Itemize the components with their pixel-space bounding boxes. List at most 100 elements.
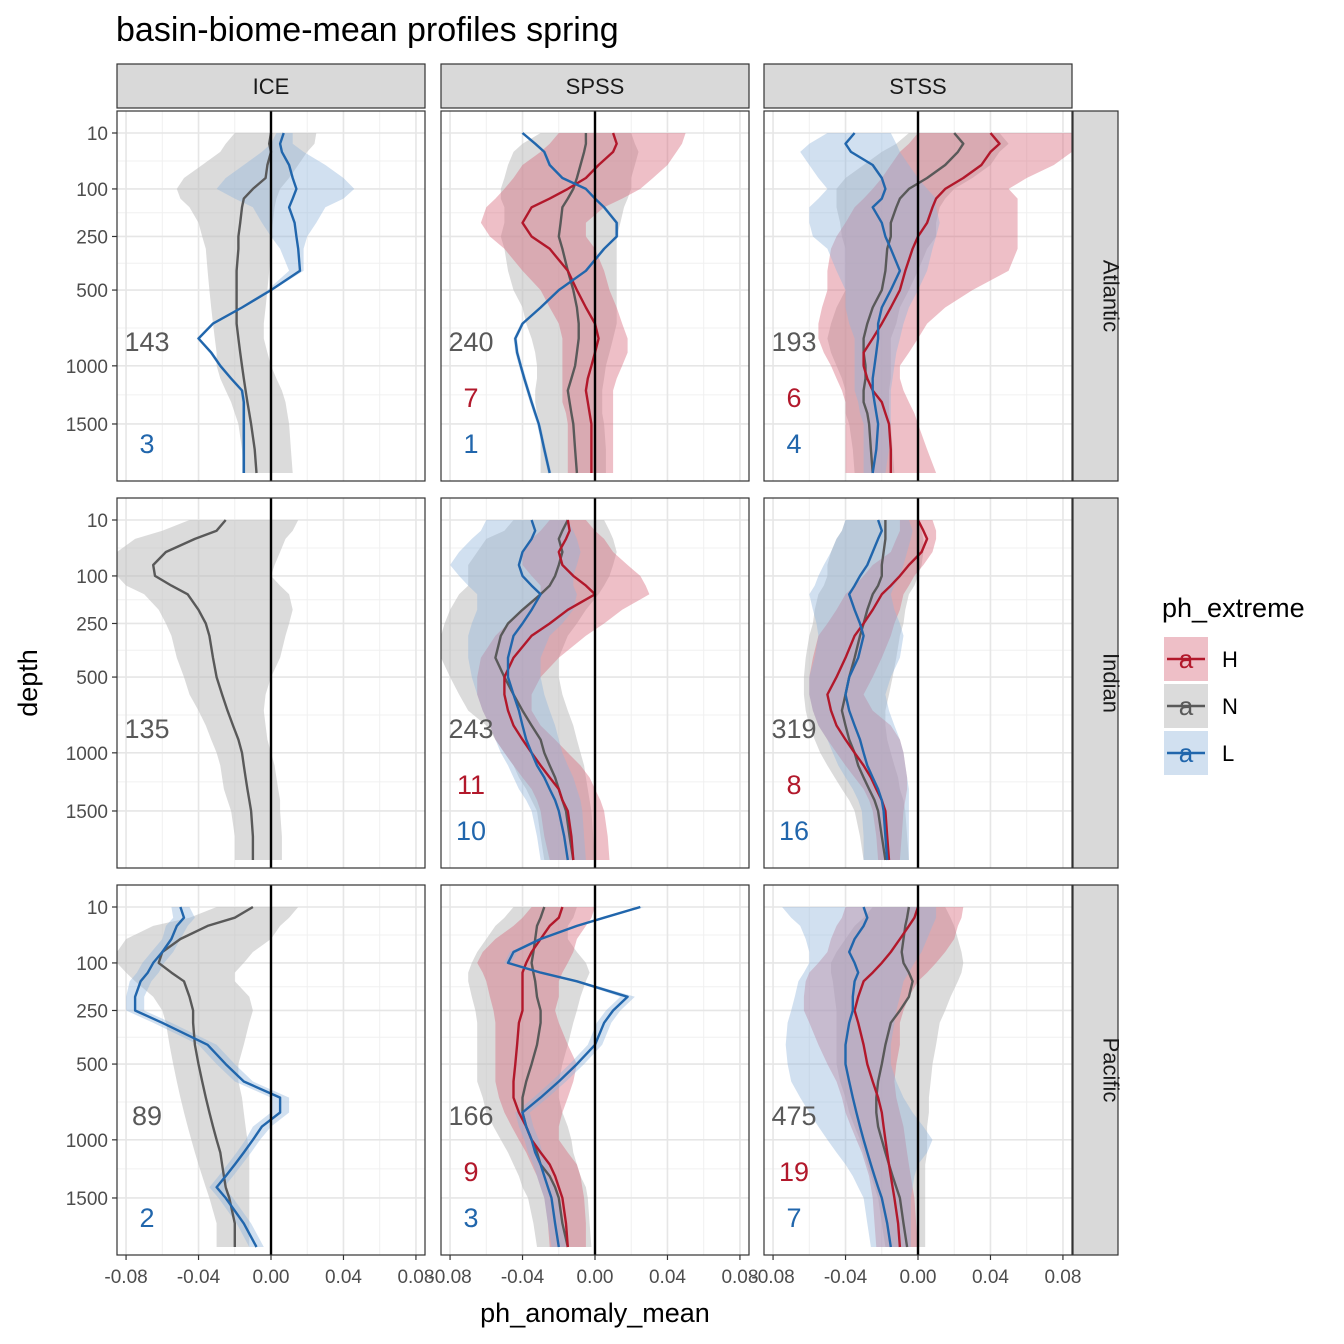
panel-plot-area — [480, 132, 686, 474]
panel-plot-area — [117, 519, 299, 860]
y-axis-title: depth — [13, 649, 43, 717]
ribbon-N — [468, 907, 592, 1247]
row-strip-label: Pacific — [1099, 1038, 1124, 1103]
mean-line-H — [512, 906, 569, 1248]
legend-key-glyph: a — [1179, 644, 1194, 674]
y-tick-label: 10 — [87, 511, 108, 532]
y-tick-label: 10 — [87, 898, 108, 919]
mean-line-L — [506, 905, 641, 1248]
mean-line-H — [503, 519, 597, 861]
sample-count-L: 1 — [463, 429, 478, 459]
panel-pacific-ice: 89 2 — [116, 884, 426, 1256]
panel-border — [116, 497, 426, 869]
row-strip: Atlantic — [1072, 110, 1124, 482]
legend-label-L: L — [1222, 741, 1234, 766]
panel-plot-area — [782, 906, 964, 1248]
y-axis: 10 100 250 500 1000 1500 — [66, 511, 117, 823]
x-axis: -0.08 -0.04 0.00 0.04 0.08 — [428, 1255, 758, 1288]
x-axis-title: ph_anomaly_mean — [480, 1298, 710, 1328]
ribbon-N — [117, 520, 299, 860]
x-axis: -0.08 -0.04 0.00 0.04 0.08 — [751, 1255, 1081, 1288]
column-strip-bg — [763, 63, 1073, 109]
sample-count-N: 135 — [124, 714, 169, 744]
ribbon-L — [782, 907, 937, 1247]
row-strip-label: Indian — [1099, 653, 1124, 713]
panel-plot-area — [803, 519, 937, 861]
ribbon-H — [803, 907, 964, 1247]
y-tick-label: 1500 — [66, 802, 108, 823]
panel-plot-area — [800, 132, 1072, 474]
sample-count-N: 89 — [132, 1101, 162, 1131]
panel-plot-area — [117, 905, 299, 1248]
x-axis: -0.08 -0.04 0.00 0.04 0.08 — [104, 1255, 434, 1288]
row-strip: Indian — [1072, 497, 1124, 869]
ribbon-L — [800, 133, 940, 473]
sample-count-L: 3 — [463, 1203, 478, 1233]
panel-border — [440, 497, 750, 869]
sample-count-L: 16 — [779, 816, 809, 846]
mean-line-N — [875, 906, 914, 1248]
panel-indian-ice: 135 — [116, 497, 426, 869]
sample-count-L: 3 — [139, 429, 154, 459]
mean-line-N — [557, 133, 588, 474]
mean-line-N — [862, 132, 965, 474]
mean-line-N — [151, 519, 255, 860]
panel-atlantic-ice: 143 3 — [116, 110, 426, 482]
sample-count-H: 7 — [463, 383, 478, 413]
column-strip-bg — [116, 63, 426, 109]
x-tick-label: -0.04 — [177, 1267, 221, 1288]
panel-border — [116, 110, 426, 482]
panel-pacific-stss: 475 19 7 — [763, 884, 1073, 1256]
x-tick-label: -0.08 — [104, 1267, 147, 1288]
sample-count-H: 6 — [786, 383, 801, 413]
sample-count-H: 11 — [457, 770, 485, 800]
sample-count-N: 475 — [771, 1101, 816, 1131]
sample-count-L: 10 — [456, 816, 486, 846]
column-strip: ICE — [116, 63, 426, 109]
sample-count-H: 8 — [786, 770, 801, 800]
mean-line-H — [521, 132, 618, 473]
ribbon-N — [803, 520, 924, 860]
mean-line-N — [521, 906, 569, 1248]
ribbon-N — [500, 133, 639, 473]
x-tick-label: -0.04 — [824, 1267, 868, 1288]
sample-count-L: 7 — [786, 1203, 801, 1233]
y-tick-label: 10 — [87, 124, 108, 145]
column-strip-bg — [440, 63, 750, 109]
legend: ph_extreme a Ha Na L — [1162, 593, 1305, 775]
mean-line-L — [844, 132, 902, 474]
sample-count-L: 2 — [139, 1203, 154, 1233]
panel-border — [440, 110, 750, 482]
panel-pacific-spss: 166 9 3 — [440, 884, 750, 1256]
x-tick-label: 0.00 — [253, 1267, 290, 1288]
y-tick-label: 500 — [76, 281, 108, 302]
ribbon-N — [831, 907, 964, 1247]
x-tick-label: 0.08 — [1044, 1267, 1081, 1288]
x-tick-label: -0.08 — [751, 1267, 794, 1288]
legend-label-H: H — [1222, 647, 1238, 672]
panel-border — [763, 497, 1073, 869]
sample-count-L: 4 — [786, 429, 801, 459]
sample-count-N: 243 — [448, 714, 493, 744]
sample-count-N: 319 — [771, 714, 816, 744]
y-tick-label: 1500 — [66, 1189, 108, 1210]
column-strip-label: ICE — [253, 74, 290, 99]
facet-grid: ICE SPSS STSSAtlanticIndianPacific14332407… — [66, 63, 1124, 1288]
mean-line-H — [853, 906, 920, 1248]
x-tick-label: 0.04 — [649, 1267, 686, 1288]
mean-line-L — [514, 132, 618, 474]
panel-indian-stss: 319 8 16 — [763, 497, 1073, 869]
x-tick-label: 0.04 — [325, 1267, 362, 1288]
ribbon-L — [196, 133, 355, 473]
x-tick-label: 0.04 — [972, 1267, 1009, 1288]
y-tick-label: 250 — [76, 1001, 108, 1022]
row-strip-bg — [1072, 110, 1119, 482]
mean-line-L — [133, 906, 282, 1248]
mean-line-H — [862, 132, 1001, 473]
y-axis: 10 100 250 500 1000 1500 — [66, 124, 117, 436]
row-strip-bg — [1072, 884, 1119, 1256]
y-tick-label: 500 — [76, 668, 108, 689]
ribbon-N — [117, 907, 299, 1247]
